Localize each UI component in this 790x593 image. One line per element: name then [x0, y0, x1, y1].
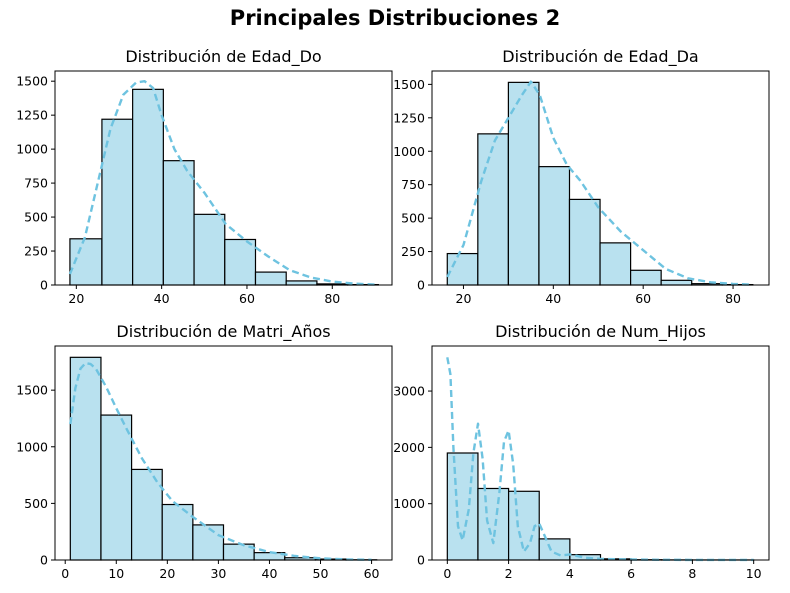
- x-tick-label: 6: [627, 566, 635, 581]
- x-tick-label: 8: [688, 566, 696, 581]
- x-tick-label: 0: [61, 566, 69, 581]
- x-tick-label: 20: [456, 291, 472, 306]
- x-tick-label: 2: [505, 566, 513, 581]
- y-tick-label: 250: [24, 244, 48, 259]
- histogram-bar: [192, 524, 225, 561]
- x-tick-label: 0: [443, 566, 451, 581]
- kde-line: [68, 79, 375, 286]
- y-tick-label: 1000: [393, 496, 425, 511]
- kde-line: [446, 357, 754, 562]
- y-tick-label: 2000: [393, 440, 425, 455]
- subplot-matri-anos: Distribución de Matri_Años 0 10 20 30 40 50 60 0…: [16, 322, 393, 581]
- x-tick-label: 40: [545, 291, 561, 306]
- x-tick-label: 50: [313, 566, 329, 581]
- y-tick-label: 500: [24, 210, 48, 225]
- y-tick-label: 1500: [393, 77, 425, 92]
- axes-frame: [431, 70, 770, 286]
- y-tick-label: 1500: [16, 383, 48, 398]
- histogram-bar: [130, 468, 163, 561]
- x-tick-label: 60: [239, 291, 255, 306]
- histogram-bar: [161, 503, 194, 561]
- subplot-title: Distribución de Edad_Da: [502, 47, 698, 67]
- histogram-bar: [101, 118, 134, 286]
- histogram-bar: [162, 160, 195, 286]
- x-tick-label: 30: [210, 566, 226, 581]
- histogram-bar: [599, 242, 632, 286]
- histogram-bar: [254, 271, 287, 286]
- histogram-bar: [446, 452, 479, 561]
- y-tick-label: 750: [24, 176, 48, 191]
- x-tick-label: 4: [566, 566, 574, 581]
- histogram-bar: [630, 269, 662, 286]
- x-tick-label: 40: [262, 566, 278, 581]
- x-tick-label: 10: [108, 566, 124, 581]
- axes-frame: [54, 345, 393, 561]
- y-tick-label: 250: [401, 244, 425, 259]
- y-tick-label: 0: [40, 553, 48, 568]
- histogram-bar: [660, 279, 693, 286]
- axes-frame: [54, 70, 393, 286]
- y-tick-label: 500: [401, 211, 425, 226]
- y-tick-label: 1250: [393, 110, 425, 125]
- x-tick-label: 60: [635, 291, 651, 306]
- y-tick-label: 750: [401, 177, 425, 192]
- histogram-bar: [538, 166, 571, 286]
- kde-line: [69, 361, 372, 561]
- y-tick-label: 0: [417, 278, 425, 293]
- histogram-bar: [132, 88, 164, 286]
- subplot-edad-do: Distribución de Edad_Do 20 40 60 80 0 250 500 75…: [16, 47, 393, 306]
- subplot-title: Distribución de Matri_Años: [116, 322, 330, 342]
- x-tick-label: 60: [364, 566, 380, 581]
- y-tick-label: 3000: [393, 384, 425, 399]
- subplot-edad-da: Distribución de Edad_Da 20 40 60 80 0 250 500 75…: [393, 47, 770, 306]
- y-tick-label: 1000: [16, 142, 48, 157]
- subplot-title: Distribución de Edad_Do: [125, 47, 321, 67]
- y-tick-label: 0: [417, 553, 425, 568]
- y-tick-label: 1250: [16, 108, 48, 123]
- histogram-bar: [100, 414, 133, 561]
- x-tick-label: 10: [746, 566, 762, 581]
- y-tick-label: 0: [40, 278, 48, 293]
- histogram-bar: [477, 133, 509, 286]
- histogram-bar: [538, 538, 571, 561]
- subplot-num-hijos: Distribución de Num_Hijos 0 2 4 6 8 10 0 1000 200…: [393, 322, 770, 581]
- subplot-title: Distribución de Num_Hijos: [495, 322, 706, 342]
- x-tick-label: 40: [154, 291, 170, 306]
- y-tick-label: 1000: [16, 439, 48, 454]
- histogram-bar: [507, 81, 540, 286]
- y-tick-label: 1000: [393, 144, 425, 159]
- axes-frame: [431, 345, 770, 561]
- x-tick-label: 80: [725, 291, 741, 306]
- histogram-bar: [224, 238, 257, 286]
- histogram-bar: [477, 487, 510, 561]
- x-tick-label: 20: [159, 566, 175, 581]
- histogram-bar: [193, 213, 226, 286]
- y-tick-label: 500: [24, 496, 48, 511]
- figure-title: Principales Distribuciones 2: [229, 6, 561, 30]
- x-tick-label: 20: [68, 291, 84, 306]
- histogram-bar: [568, 198, 601, 286]
- histogram-bar: [446, 252, 479, 286]
- histogram-bar: [285, 280, 318, 286]
- x-tick-label: 80: [324, 291, 340, 306]
- histogram-bar: [569, 554, 602, 561]
- histogram-bar: [253, 552, 286, 561]
- kde-line: [446, 80, 752, 286]
- y-tick-label: 1500: [16, 74, 48, 89]
